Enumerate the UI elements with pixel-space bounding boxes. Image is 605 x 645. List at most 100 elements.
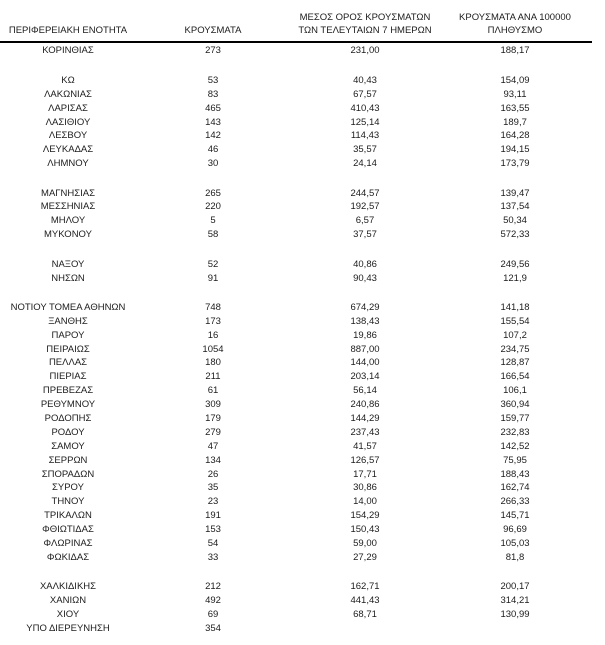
cell-avg7: 231,00	[350, 45, 380, 57]
table-row: ΠΑΡΟΥ 16 19,86 107,2	[0, 328, 592, 342]
table-row: ΧΙΟΥ 69 68,71 130,99	[0, 608, 592, 622]
cell-region: ΣΠΟΡΑΔΩΝ	[41, 468, 95, 480]
table-header-row: ΠΕΡΙΦΕΡΕΙΑΚΗ ΕΝΟΤΗΤΑ ΚΡΟΥΣΜΑΤΑ ΜΕΣΟΣ ΟΡΟ…	[0, 0, 592, 43]
cell-avg7: 144,29	[350, 413, 380, 425]
table-row: ΠΕΛΛΑΣ 180 144,00 128,87	[0, 356, 592, 370]
cell-avg7: 203,14	[350, 371, 380, 383]
cell-region: ΣΕΡΡΩΝ	[48, 454, 88, 466]
cell-cases: 53	[207, 74, 219, 86]
cell-region: ΛΗΜΝΟΥ	[47, 158, 89, 170]
table-row: ΞΑΝΘΗΣ 173 138,43 155,54	[0, 314, 592, 328]
group-spacer	[0, 564, 592, 580]
cell-cases: 142	[205, 130, 221, 142]
table-row: ΡΟΔΟΠΗΣ 179 144,29 159,77	[0, 412, 592, 426]
cell-cases: 273	[205, 45, 221, 57]
table-row: ΚΩ 53 40,43 154,09	[0, 73, 592, 87]
cell-avg7: 192,57	[350, 201, 380, 213]
table-row: ΠΙΕΡΙΑΣ 211 203,14 166,54	[0, 370, 592, 384]
cell-avg7: 67,57	[353, 88, 377, 100]
cell-per100k: 572,33	[500, 229, 530, 241]
table-row: ΧΑΝΙΩΝ 492 441,43 314,21	[0, 594, 592, 608]
cell-per100k: 360,94	[500, 399, 530, 411]
cell-region: ΠΡΕΒΕΖΑΣ	[42, 385, 94, 397]
table-row: ΜΕΣΣΗΝΙΑΣ 220 192,57 137,54	[0, 200, 592, 214]
cell-cases: 52	[207, 258, 219, 270]
table-row: ΣΕΡΡΩΝ 134 126,57 75,95	[0, 453, 592, 467]
column-header-7day-average: ΜΕΣΟΣ ΟΡΟΣ ΚΡΟΥΣΜΑΤΩΝ ΤΩΝ ΤΕΛΕΥΤΑΙΩΝ 7 Η…	[298, 12, 432, 36]
cell-avg7: 240,86	[350, 399, 380, 411]
cell-cases: 748	[205, 301, 221, 313]
cell-per100k: 159,77	[500, 413, 530, 425]
table-row: ΠΡΕΒΕΖΑΣ 61 56,14 106,1	[0, 384, 592, 398]
cell-avg7: 126,57	[350, 454, 380, 466]
cell-cases: 33	[207, 551, 219, 563]
cell-avg7: 41,57	[353, 440, 377, 452]
table-row: ΜΗΛΟΥ 5 6,57 50,34	[0, 214, 592, 228]
cell-per100k: 128,87	[500, 357, 530, 369]
cell-region: ΡΟΔΟΥ	[51, 426, 85, 438]
cell-cases: 180	[205, 357, 221, 369]
cell-cases: 16	[207, 329, 219, 341]
table-body: ΚΟΡΙΝΘΙΑΣ 273 231,00 188,17 ΚΩ 53 40,43 154,09 Λ…	[0, 43, 592, 635]
cell-region: ΠΕΙΡΑΙΩΣ	[46, 343, 90, 355]
table-row: ΡΕΘΥΜΝΟΥ 309 240,86 360,94	[0, 398, 592, 412]
cell-region: ΞΑΝΘΗΣ	[48, 315, 88, 327]
table-row: ΚΟΡΙΝΘΙΑΣ 273 231,00 188,17	[0, 44, 592, 58]
cell-region: ΝΑΞΟΥ	[51, 258, 85, 270]
cell-cases: 134	[205, 454, 221, 466]
cell-cases: 191	[205, 510, 221, 522]
cell-per100k: 232,83	[500, 426, 530, 438]
cell-per100k: 145,71	[500, 510, 530, 522]
cell-region: ΤΡΙΚΑΛΩΝ	[44, 510, 92, 522]
cell-avg7: 125,14	[350, 116, 380, 128]
cell-avg7: 68,71	[353, 609, 377, 621]
cell-region: ΠΑΡΟΥ	[51, 329, 85, 341]
cell-cases: 309	[205, 399, 221, 411]
cell-region: ΝΟΤΙΟΥ ΤΟΜΕΑ ΑΘΗΝΩΝ	[10, 301, 126, 313]
cell-cases: 61	[207, 385, 219, 397]
cell-avg7: 90,43	[353, 272, 377, 284]
cell-per100k: 130,99	[500, 609, 530, 621]
cell-per100k: 155,54	[500, 315, 530, 327]
group-spacer	[0, 171, 592, 187]
table-row: ΜΑΓΝΗΣΙΑΣ 265 244,57 139,47	[0, 186, 592, 200]
cell-region: ΠΙΕΡΙΑΣ	[49, 371, 87, 383]
cell-avg7: 35,57	[353, 144, 377, 156]
cell-avg7: 674,29	[350, 301, 380, 313]
cell-avg7: 40,43	[353, 74, 377, 86]
cell-per100k: 194,15	[500, 144, 530, 156]
cell-cases: 54	[207, 538, 219, 550]
cell-region: ΜΕΣΣΗΝΙΑΣ	[40, 201, 96, 213]
cell-per100k: 173,79	[500, 158, 530, 170]
cell-per100k: 141,18	[500, 301, 530, 313]
cell-avg7: 114,43	[350, 130, 380, 142]
cell-avg7: 56,14	[353, 385, 377, 397]
table-row: ΝΑΞΟΥ 52 40,86 249,56	[0, 257, 592, 271]
cell-region: ΧΙΟΥ	[56, 609, 80, 621]
cell-cases: 212	[205, 581, 221, 593]
cell-avg7: 27,29	[353, 551, 377, 563]
cell-region: ΦΘΙΩΤΙΔΑΣ	[42, 524, 94, 536]
cell-avg7: 244,57	[350, 187, 380, 199]
cell-per100k: 166,54	[500, 371, 530, 383]
cell-avg7: 37,57	[353, 229, 377, 241]
cell-per100k: 266,33	[500, 496, 530, 508]
group-spacer	[0, 242, 592, 258]
cell-avg7: 138,43	[350, 315, 380, 327]
cell-per100k: 154,09	[500, 74, 530, 86]
cell-per100k: 314,21	[500, 595, 530, 607]
cell-avg7: 30,86	[353, 482, 377, 494]
table-row: ΣΠΟΡΑΔΩΝ 26 17,71 188,43	[0, 467, 592, 481]
table-row: ΛΑΣΙΘΙΟΥ 143 125,14 189,7	[0, 115, 592, 129]
cell-per100k: 162,74	[500, 482, 530, 494]
table-row: ΦΘΙΩΤΙΔΑΣ 153 150,43 96,69	[0, 523, 592, 537]
cell-region: ΣΥΡΟΥ	[52, 482, 84, 494]
cell-per100k: 75,95	[503, 454, 527, 466]
group-spacer	[0, 285, 592, 301]
cell-cases: 173	[205, 315, 221, 327]
cell-per100k: 137,54	[500, 201, 530, 213]
cell-cases: 58	[207, 229, 219, 241]
cell-region: ΚΩ	[61, 74, 75, 86]
cell-avg7: 144,00	[350, 357, 380, 369]
